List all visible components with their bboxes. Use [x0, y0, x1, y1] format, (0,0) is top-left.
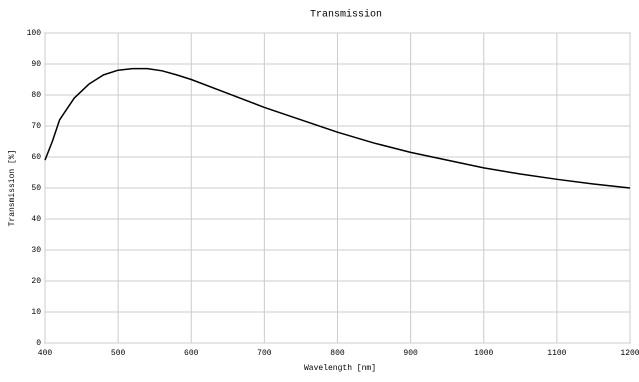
y-tick-label: 70: [31, 122, 41, 131]
y-tick-label: 80: [31, 91, 41, 100]
y-tick-label: 90: [31, 60, 41, 69]
x-tick-label: 600: [184, 349, 199, 358]
y-tick-label: 100: [27, 29, 42, 38]
x-tick-label: 900: [403, 349, 418, 358]
y-tick-label: 30: [31, 246, 41, 255]
data-line: [44, 67, 631, 189]
chart-title: Transmission: [310, 9, 382, 21]
y-tick-label: 40: [31, 215, 41, 224]
x-tick-label: 1000: [474, 349, 493, 358]
x-tick-label: 700: [257, 349, 272, 358]
x-axis-label: Wavelength [nm]: [304, 364, 376, 373]
x-tick-label: 1100: [547, 349, 566, 358]
y-tick-label: 50: [31, 184, 41, 193]
y-tick-label: 0: [36, 339, 41, 348]
x-tick-label: 400: [38, 349, 53, 358]
x-tick-label: 800: [330, 349, 345, 358]
y-tick-label: 10: [31, 308, 41, 317]
y-tick-label: 20: [31, 277, 41, 286]
x-tick-label: 1200: [620, 349, 639, 358]
y-tick-label: 60: [31, 153, 41, 162]
x-tick-label: 500: [111, 349, 126, 358]
y-axis-label: Transmission [%]: [8, 150, 17, 227]
